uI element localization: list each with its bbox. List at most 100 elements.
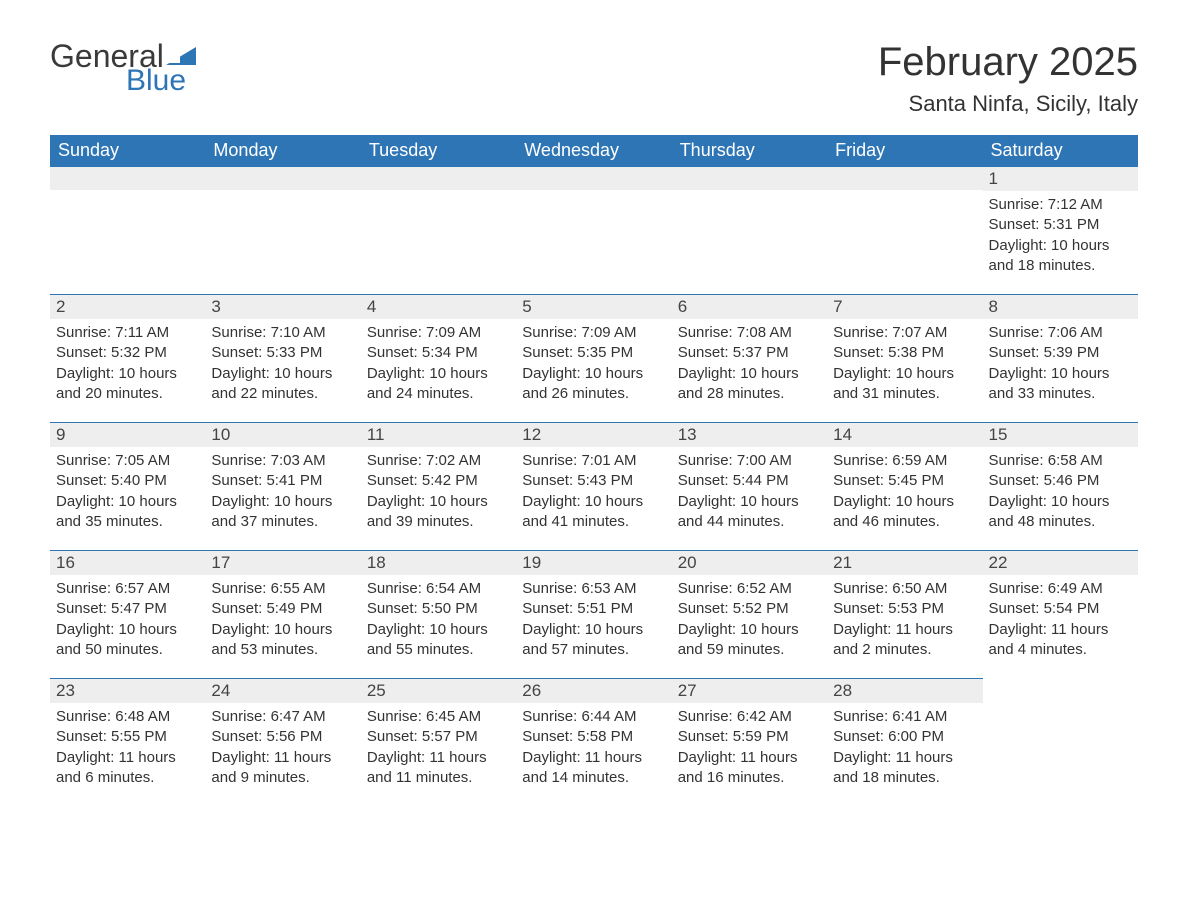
day-sunrise: Sunrise: 7:00 AM (678, 451, 821, 471)
day-number: 8 (983, 294, 1138, 319)
calendar-cell (827, 166, 982, 294)
calendar-cell: 24Sunrise: 6:47 AMSunset: 5:56 PMDayligh… (205, 678, 360, 806)
day-sunset: Sunset: 5:45 PM (833, 471, 976, 491)
calendar-cell: 10Sunrise: 7:03 AMSunset: 5:41 PMDayligh… (205, 422, 360, 550)
day-dl2: and 2 minutes. (833, 640, 976, 660)
day-details: Sunrise: 7:00 AMSunset: 5:44 PMDaylight:… (672, 447, 827, 538)
day-sunrise: Sunrise: 6:48 AM (56, 707, 199, 727)
day-details: Sunrise: 6:53 AMSunset: 5:51 PMDaylight:… (516, 575, 671, 666)
day-number: 18 (361, 550, 516, 575)
day-details: Sunrise: 7:01 AMSunset: 5:43 PMDaylight:… (516, 447, 671, 538)
day-sunset: Sunset: 5:40 PM (56, 471, 199, 491)
day-sunrise: Sunrise: 7:06 AM (989, 323, 1132, 343)
calendar-cell (516, 166, 671, 294)
day-dl2: and 22 minutes. (211, 384, 354, 404)
day-sunset: Sunset: 5:47 PM (56, 599, 199, 619)
day-sunset: Sunset: 5:33 PM (211, 343, 354, 363)
empty-day-header (672, 166, 827, 190)
day-number: 28 (827, 678, 982, 703)
day-number: 23 (50, 678, 205, 703)
weekday-header: Sunday (50, 135, 205, 166)
day-sunset: Sunset: 5:52 PM (678, 599, 821, 619)
day-number: 5 (516, 294, 671, 319)
day-sunset: Sunset: 5:41 PM (211, 471, 354, 491)
day-dl2: and 59 minutes. (678, 640, 821, 660)
day-sunset: Sunset: 5:56 PM (211, 727, 354, 747)
day-dl2: and 41 minutes. (522, 512, 665, 532)
day-sunrise: Sunrise: 6:50 AM (833, 579, 976, 599)
day-number: 7 (827, 294, 982, 319)
empty-day-header (205, 166, 360, 190)
calendar-week-row: 2Sunrise: 7:11 AMSunset: 5:32 PMDaylight… (50, 294, 1138, 422)
day-details: Sunrise: 6:58 AMSunset: 5:46 PMDaylight:… (983, 447, 1138, 538)
day-dl1: Daylight: 10 hours (211, 364, 354, 384)
day-dl2: and 55 minutes. (367, 640, 510, 660)
day-dl1: Daylight: 10 hours (56, 620, 199, 640)
day-sunrise: Sunrise: 6:53 AM (522, 579, 665, 599)
day-sunrise: Sunrise: 7:10 AM (211, 323, 354, 343)
day-details: Sunrise: 7:12 AMSunset: 5:31 PMDaylight:… (983, 191, 1138, 282)
calendar-cell: 9Sunrise: 7:05 AMSunset: 5:40 PMDaylight… (50, 422, 205, 550)
day-dl2: and 31 minutes. (833, 384, 976, 404)
empty-day-header (361, 166, 516, 190)
day-dl2: and 18 minutes. (989, 256, 1132, 276)
day-dl2: and 33 minutes. (989, 384, 1132, 404)
calendar-week-row: 16Sunrise: 6:57 AMSunset: 5:47 PMDayligh… (50, 550, 1138, 678)
day-sunset: Sunset: 5:50 PM (367, 599, 510, 619)
day-details: Sunrise: 7:03 AMSunset: 5:41 PMDaylight:… (205, 447, 360, 538)
month-title: February 2025 (878, 40, 1138, 85)
title-block: February 2025 Santa Ninfa, Sicily, Italy (878, 40, 1138, 117)
logo-text-2: Blue (126, 66, 186, 96)
weekday-header-row: Sunday Monday Tuesday Wednesday Thursday… (50, 135, 1138, 166)
day-sunset: Sunset: 5:43 PM (522, 471, 665, 491)
day-details: Sunrise: 7:11 AMSunset: 5:32 PMDaylight:… (50, 319, 205, 410)
day-dl1: Daylight: 10 hours (522, 620, 665, 640)
calendar-cell: 14Sunrise: 6:59 AMSunset: 5:45 PMDayligh… (827, 422, 982, 550)
day-dl2: and 20 minutes. (56, 384, 199, 404)
day-dl2: and 48 minutes. (989, 512, 1132, 532)
calendar-cell (672, 166, 827, 294)
weekday-header: Tuesday (361, 135, 516, 166)
day-sunset: Sunset: 6:00 PM (833, 727, 976, 747)
calendar-cell: 23Sunrise: 6:48 AMSunset: 5:55 PMDayligh… (50, 678, 205, 806)
day-details: Sunrise: 7:09 AMSunset: 5:35 PMDaylight:… (516, 319, 671, 410)
day-details: Sunrise: 7:08 AMSunset: 5:37 PMDaylight:… (672, 319, 827, 410)
day-dl2: and 18 minutes. (833, 768, 976, 788)
day-dl1: Daylight: 10 hours (56, 492, 199, 512)
day-sunrise: Sunrise: 7:05 AM (56, 451, 199, 471)
day-details: Sunrise: 6:59 AMSunset: 5:45 PMDaylight:… (827, 447, 982, 538)
day-dl2: and 57 minutes. (522, 640, 665, 660)
calendar-cell (983, 678, 1138, 806)
day-number: 14 (827, 422, 982, 447)
day-sunset: Sunset: 5:51 PM (522, 599, 665, 619)
day-dl1: Daylight: 11 hours (367, 748, 510, 768)
calendar-cell: 27Sunrise: 6:42 AMSunset: 5:59 PMDayligh… (672, 678, 827, 806)
day-details: Sunrise: 7:05 AMSunset: 5:40 PMDaylight:… (50, 447, 205, 538)
day-dl1: Daylight: 11 hours (56, 748, 199, 768)
day-sunrise: Sunrise: 7:08 AM (678, 323, 821, 343)
day-sunset: Sunset: 5:57 PM (367, 727, 510, 747)
day-sunrise: Sunrise: 7:11 AM (56, 323, 199, 343)
calendar-cell: 26Sunrise: 6:44 AMSunset: 5:58 PMDayligh… (516, 678, 671, 806)
day-sunrise: Sunrise: 6:41 AM (833, 707, 976, 727)
day-sunset: Sunset: 5:34 PM (367, 343, 510, 363)
day-number: 22 (983, 550, 1138, 575)
day-sunrise: Sunrise: 6:59 AM (833, 451, 976, 471)
day-sunrise: Sunrise: 7:12 AM (989, 195, 1132, 215)
calendar-cell: 2Sunrise: 7:11 AMSunset: 5:32 PMDaylight… (50, 294, 205, 422)
day-details: Sunrise: 6:44 AMSunset: 5:58 PMDaylight:… (516, 703, 671, 794)
day-dl2: and 11 minutes. (367, 768, 510, 788)
calendar-week-row: 1Sunrise: 7:12 AMSunset: 5:31 PMDaylight… (50, 166, 1138, 294)
day-number: 2 (50, 294, 205, 319)
day-dl2: and 24 minutes. (367, 384, 510, 404)
day-sunrise: Sunrise: 7:02 AM (367, 451, 510, 471)
day-details: Sunrise: 6:49 AMSunset: 5:54 PMDaylight:… (983, 575, 1138, 666)
day-number: 15 (983, 422, 1138, 447)
day-number: 12 (516, 422, 671, 447)
calendar-cell: 11Sunrise: 7:02 AMSunset: 5:42 PMDayligh… (361, 422, 516, 550)
day-sunrise: Sunrise: 6:54 AM (367, 579, 510, 599)
day-details: Sunrise: 6:42 AMSunset: 5:59 PMDaylight:… (672, 703, 827, 794)
calendar-cell: 5Sunrise: 7:09 AMSunset: 5:35 PMDaylight… (516, 294, 671, 422)
day-dl1: Daylight: 10 hours (678, 364, 821, 384)
calendar-cell: 12Sunrise: 7:01 AMSunset: 5:43 PMDayligh… (516, 422, 671, 550)
